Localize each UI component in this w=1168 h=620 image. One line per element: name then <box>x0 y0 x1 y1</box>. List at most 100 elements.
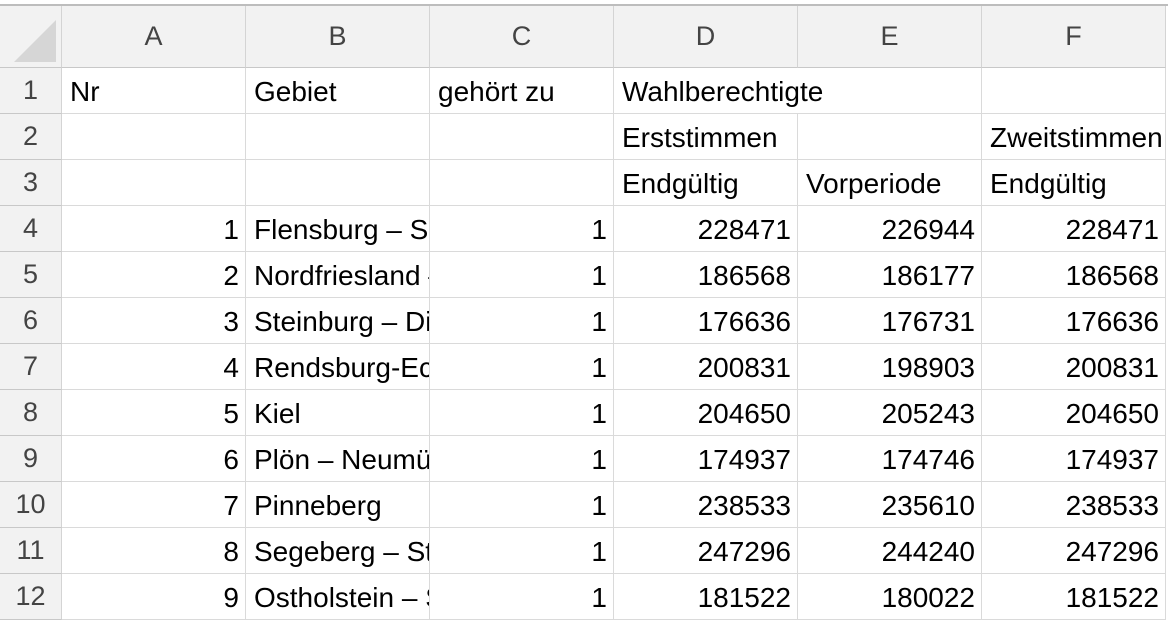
cell[interactable] <box>246 528 430 574</box>
number-cell[interactable]: 238533 <box>697 490 791 521</box>
cell[interactable] <box>430 298 614 344</box>
cell[interactable] <box>798 528 982 574</box>
column-header[interactable]: B <box>246 6 430 68</box>
row-header[interactable]: 4 <box>0 206 62 252</box>
cell[interactable] <box>246 206 430 252</box>
select-all-corner[interactable] <box>0 6 62 68</box>
cell[interactable] <box>62 68 246 114</box>
number-cell[interactable]: 204650 <box>697 398 791 429</box>
number-cell[interactable]: 186177 <box>881 260 975 291</box>
text-cell[interactable]: gehört zu <box>431 68 613 113</box>
number-cell[interactable]: 1 <box>591 444 607 475</box>
text-cell[interactable]: Kiel <box>247 390 429 435</box>
number-cell[interactable]: 174746 <box>881 444 975 475</box>
number-cell[interactable]: 1 <box>591 398 607 429</box>
number-cell[interactable]: 1 <box>591 352 607 383</box>
cell[interactable] <box>430 390 614 436</box>
cell[interactable] <box>798 436 982 482</box>
row-header[interactable]: 12 <box>0 574 62 620</box>
text-cell[interactable]: Endgültig <box>615 160 797 205</box>
row-header[interactable]: 9 <box>0 436 62 482</box>
number-cell[interactable]: 174937 <box>1065 444 1159 475</box>
number-cell[interactable]: 1 <box>591 582 607 613</box>
row-header[interactable]: 2 <box>0 114 62 160</box>
cell[interactable] <box>614 344 798 390</box>
cell[interactable] <box>246 436 430 482</box>
cell[interactable] <box>62 160 246 206</box>
number-cell[interactable]: 181522 <box>697 582 791 613</box>
number-cell[interactable]: 200831 <box>697 352 791 383</box>
cell[interactable] <box>982 160 1166 206</box>
cell[interactable] <box>982 114 1166 160</box>
row-header[interactable]: 7 <box>0 344 62 390</box>
cell[interactable] <box>430 206 614 252</box>
cell[interactable] <box>62 206 246 252</box>
text-cell[interactable]: Steinburg – Dithmarschen Süd <box>247 298 429 343</box>
number-cell[interactable]: 1 <box>591 490 607 521</box>
cell[interactable] <box>798 252 982 298</box>
number-cell[interactable]: 176636 <box>697 306 791 337</box>
number-cell[interactable]: 186568 <box>697 260 791 291</box>
text-cell[interactable]: Pinneberg <box>247 482 429 527</box>
cell[interactable] <box>614 206 798 252</box>
cell[interactable] <box>982 68 1166 114</box>
cell[interactable] <box>798 68 982 114</box>
text-cell[interactable]: Segeberg – Stormarn-Mitte <box>247 528 429 573</box>
text-cell[interactable]: Endgültig <box>983 160 1107 205</box>
number-cell[interactable]: 228471 <box>1065 214 1159 245</box>
cell[interactable] <box>798 298 982 344</box>
cell[interactable] <box>614 114 798 160</box>
number-cell[interactable]: 1 <box>591 214 607 245</box>
number-cell[interactable]: 226944 <box>881 214 975 245</box>
cell[interactable] <box>798 114 982 160</box>
cell[interactable] <box>614 436 798 482</box>
number-cell[interactable]: 228471 <box>697 214 791 245</box>
number-cell[interactable]: 2 <box>223 260 239 291</box>
text-cell[interactable]: Wahlberechtigte <box>615 68 824 113</box>
row-header[interactable]: 1 <box>0 68 62 114</box>
cell[interactable] <box>62 114 246 160</box>
number-cell[interactable]: 186568 <box>1065 260 1159 291</box>
cell[interactable] <box>982 298 1166 344</box>
number-cell[interactable]: 1 <box>223 214 239 245</box>
cell[interactable] <box>430 114 614 160</box>
number-cell[interactable]: 7 <box>223 490 239 521</box>
number-cell[interactable]: 4 <box>223 352 239 383</box>
number-cell[interactable]: 180022 <box>881 582 975 613</box>
cell[interactable] <box>246 298 430 344</box>
cell[interactable] <box>62 482 246 528</box>
cell[interactable] <box>982 436 1166 482</box>
number-cell[interactable]: 198903 <box>881 352 975 383</box>
number-cell[interactable]: 205243 <box>881 398 975 429</box>
cell[interactable] <box>614 160 798 206</box>
cell[interactable] <box>982 482 1166 528</box>
text-cell[interactable]: Zweitstimmen <box>983 114 1163 159</box>
number-cell[interactable]: 204650 <box>1065 398 1159 429</box>
column-header[interactable]: F <box>982 6 1166 68</box>
row-header[interactable]: 11 <box>0 528 62 574</box>
cell[interactable] <box>246 390 430 436</box>
cell[interactable] <box>798 482 982 528</box>
cell[interactable] <box>614 482 798 528</box>
text-cell[interactable]: Nordfriesland – Dithmarschen Nord <box>247 252 429 297</box>
cell[interactable] <box>246 344 430 390</box>
cell[interactable] <box>430 482 614 528</box>
number-cell[interactable]: 176731 <box>881 306 975 337</box>
number-cell[interactable]: 238533 <box>1065 490 1159 521</box>
cell[interactable] <box>430 528 614 574</box>
cell[interactable] <box>798 160 982 206</box>
number-cell[interactable]: 6 <box>223 444 239 475</box>
cell[interactable] <box>430 252 614 298</box>
cell[interactable] <box>614 298 798 344</box>
cell[interactable] <box>614 390 798 436</box>
number-cell[interactable]: 244240 <box>881 536 975 567</box>
number-cell[interactable]: 174937 <box>697 444 791 475</box>
text-cell[interactable]: Rendsburg-Eckernförde <box>247 344 429 389</box>
cell[interactable] <box>614 528 798 574</box>
text-cell[interactable]: Nr <box>63 68 245 113</box>
cell[interactable] <box>982 206 1166 252</box>
cell[interactable] <box>246 252 430 298</box>
cell[interactable] <box>798 344 982 390</box>
cell[interactable] <box>62 528 246 574</box>
cell[interactable] <box>798 390 982 436</box>
